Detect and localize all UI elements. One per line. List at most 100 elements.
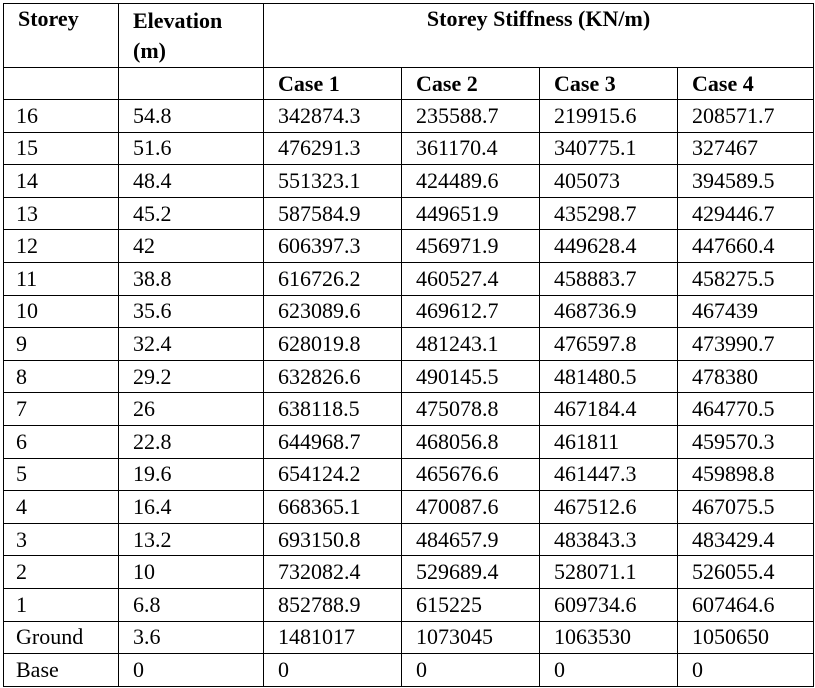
table-cell: 10 — [118, 555, 264, 589]
table-cell: 607464.6 — [676, 587, 815, 622]
table-cell: 38.8 — [118, 261, 264, 296]
table-cell: 1481017 — [263, 620, 402, 655]
table-cell: 342874.3 — [263, 99, 402, 133]
table-row: 1 6.8 852788.9 615225 609734.6 607464.6 — [3, 587, 815, 622]
table-cell: 467512.6 — [539, 490, 678, 524]
table-cell: 456971.9 — [401, 229, 540, 263]
table-cell: 1063530 — [539, 620, 678, 655]
table-cell: 0 — [118, 653, 264, 687]
empty-cell — [118, 67, 264, 100]
table-cell: 459898.8 — [676, 457, 815, 492]
table-cell: 3.6 — [118, 620, 264, 655]
table-cell: 1 — [3, 587, 119, 622]
table-cell: 19.6 — [118, 457, 264, 492]
table-cell: 476597.8 — [539, 327, 678, 361]
table-row: 3 13.2 693150.8 484657.9 483843.3 483429.4 — [3, 522, 815, 557]
table-cell: 26 — [118, 392, 264, 426]
table-cell: 464770.5 — [676, 392, 815, 426]
table-row: 9 32.4 628019.8 481243.1 476597.8 473990.7 — [3, 327, 815, 361]
table-cell: 0 — [539, 653, 678, 687]
table-cell: 3 — [3, 522, 119, 557]
table-cell: 693150.8 — [263, 522, 402, 557]
table-cell: 615225 — [401, 587, 540, 622]
table-cell: 449628.4 — [539, 229, 678, 263]
table-cell: 424489.6 — [401, 164, 540, 198]
table-cell: 10 — [3, 294, 119, 329]
table-cell: 9 — [3, 327, 119, 361]
table-row: 10 35.6 623089.6 469612.7 468736.9 467439 — [3, 294, 815, 329]
table-cell: 0 — [401, 653, 540, 687]
table-cell: 51.6 — [118, 131, 264, 166]
table-cell: 29.2 — [118, 359, 264, 394]
table-cell: 467075.5 — [676, 490, 815, 524]
table-cell: 208571.7 — [676, 99, 815, 133]
table-cell: 6 — [3, 424, 119, 459]
table-cell: 2 — [3, 555, 119, 589]
table-row: 6 22.8 644968.7 468056.8 461811 459570.3 — [3, 424, 815, 459]
table-cell: 6.8 — [118, 587, 264, 622]
table-cell: 467184.4 — [539, 392, 678, 426]
table-cell: 483843.3 — [539, 522, 678, 557]
table-cell: Ground — [3, 620, 119, 655]
table-cell: 475078.8 — [401, 392, 540, 426]
table-cell: 473990.7 — [676, 327, 815, 361]
table-row: 5 19.6 654124.2 465676.6 461447.3 459898.8 — [3, 457, 815, 492]
table-cell: 32.4 — [118, 327, 264, 361]
table-cell: 0 — [676, 653, 815, 687]
table-cell: 470087.6 — [401, 490, 540, 524]
table-body: 16 54.8 342874.3 235588.7 219915.6 208571.7 1 5… — [3, 99, 815, 687]
table-cell: 609734.6 — [539, 587, 678, 622]
table-cell: 54.8 — [118, 99, 264, 133]
table-cell: 654124.2 — [263, 457, 402, 492]
table-cell: 45.2 — [118, 196, 264, 231]
table-cell: 22.8 — [118, 424, 264, 459]
table-row: 8 29.2 632826.6 490145.5 481480.5 478380 — [3, 359, 815, 394]
table-cell: 14 — [3, 164, 119, 198]
table-cell: 449651.9 — [401, 196, 540, 231]
table-cell: 447660.4 — [676, 229, 815, 263]
table-row: 11 38.8 616726.2 460527.4 458883.7 458275.5 — [3, 261, 815, 296]
table-cell: 551323.1 — [263, 164, 402, 198]
table-cell: 35.6 — [118, 294, 264, 329]
table-cell: 632826.6 — [263, 359, 402, 394]
table-cell: 8 — [3, 359, 119, 394]
table-cell: 5 — [3, 457, 119, 492]
table-cell: 465676.6 — [401, 457, 540, 492]
table-cell: 461447.3 — [539, 457, 678, 492]
table-cell: 490145.5 — [401, 359, 540, 394]
header-cell: Storey Stiffness (KN/m) — [262, 3, 815, 68]
table-cell: 481243.1 — [401, 327, 540, 361]
table-cell: 16.4 — [118, 490, 264, 524]
table-cell: 529689.4 — [401, 555, 540, 589]
table-row: 13 45.2 587584.9 449651.9 435298.7 429446.7 — [3, 196, 815, 231]
case-header: Case 3 — [539, 67, 678, 100]
table-cell: 644968.7 — [263, 424, 402, 459]
table-cell: 478380 — [676, 359, 815, 394]
table-cell: 219915.6 — [539, 99, 678, 133]
table-cell: 16 — [3, 99, 119, 133]
table-cell: 623089.6 — [263, 294, 402, 329]
table-cell: 481480.5 — [539, 359, 678, 394]
table-cell: 468056.8 — [401, 424, 540, 459]
table-row: 14 48.4 551323.1 424489.6 405073 394589.5 — [3, 164, 815, 198]
empty-cell — [3, 67, 119, 100]
table-row: 16 54.8 342874.3 235588.7 219915.6 208571.7 — [3, 99, 815, 133]
stiffness-table: Storey Elevation (m) Storey Stiffness (K… — [3, 3, 815, 687]
header-row: Storey Elevation (m) Storey Stiffness (K… — [3, 3, 815, 68]
table-cell: 340775.1 — [539, 131, 678, 166]
case-header: Case 4 — [676, 67, 815, 100]
case-header: Case 1 — [263, 67, 402, 100]
table-cell: 587584.9 — [263, 196, 402, 231]
table-cell: 0 — [263, 653, 402, 687]
header-cell: Storey — [3, 3, 119, 68]
table-cell: 394589.5 — [676, 164, 815, 198]
case-header: Case 2 — [401, 67, 540, 100]
table-cell: 732082.4 — [263, 555, 402, 589]
table-cell: 458883.7 — [539, 261, 678, 296]
table-cell: 7 — [3, 392, 119, 426]
table-cell: 1073045 — [401, 620, 540, 655]
table-cell: 526055.4 — [676, 555, 815, 589]
table-cell: 461811 — [539, 424, 678, 459]
header-text: Elevation (m) — [133, 8, 223, 63]
